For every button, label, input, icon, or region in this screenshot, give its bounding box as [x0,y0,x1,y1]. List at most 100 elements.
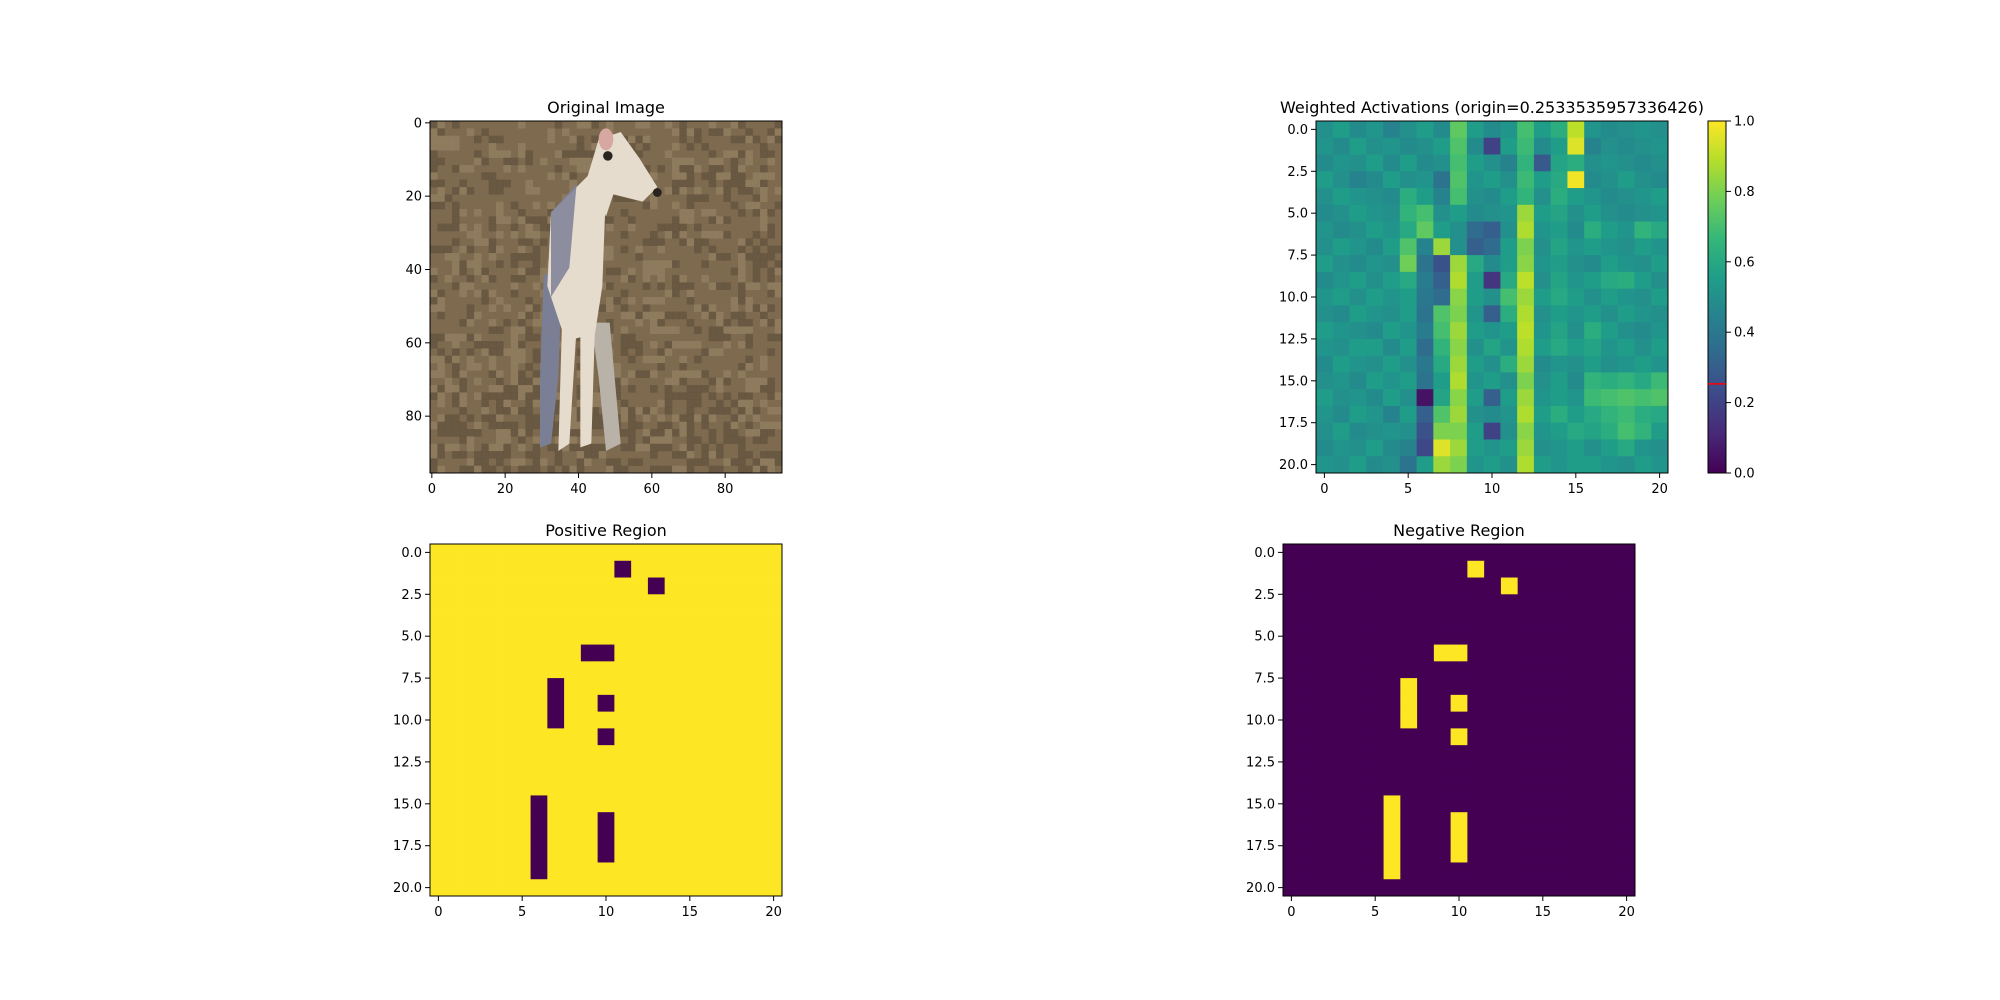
positive-region-cell [564,828,582,847]
positive-region-cell [497,879,515,897]
weighted-activations-cell [1399,305,1417,323]
negative-region-cell [1484,862,1502,880]
photo-pixel [760,311,768,320]
negative-region-cell [1333,845,1351,863]
photo-pixel [745,304,753,312]
dog-front-leg-left [558,322,577,451]
photo-pixel [628,414,636,422]
photo-pixel [488,319,497,327]
photo-pixel [745,253,753,261]
photo-pixel [635,348,643,356]
positive-region-cell [714,862,733,880]
photo-pixel [474,465,482,474]
photo-pixel [767,465,775,474]
photo-pixel [679,238,687,246]
positive-region-cell [547,845,565,863]
photo-pixel [657,363,665,371]
photo-pixel [547,172,555,180]
weighted-activations-cell [1550,137,1568,155]
photo-pixel [525,157,533,166]
photo-pixel [532,333,541,342]
weighted-activations-cell [1483,238,1501,256]
negative-region-cell [1400,728,1418,746]
weighted-activations-cell [1550,221,1568,239]
photo-pixel [591,421,599,430]
photo-pixel [708,429,717,437]
weighted-activations-cell [1550,121,1568,139]
weighted-activations-cell [1349,405,1367,424]
photo-pixel [569,421,577,430]
negative-region-cell [1400,812,1418,830]
photo-pixel [686,451,695,459]
negative-region-cell [1551,795,1569,813]
negative-region-cell [1350,745,1368,763]
weighted-activations-cell [1383,255,1401,273]
photo-pixel [496,245,504,254]
weighted-activations-cell [1500,338,1518,357]
negative-region-cell [1433,812,1452,830]
photo-pixel [518,341,526,349]
positive-region-cell [647,778,666,796]
positive-region-cell [731,845,749,863]
positive-region-cell [664,812,682,830]
negative-region-cell [1366,694,1384,713]
positive-region-cell [580,761,599,780]
positive-region-cell [530,761,548,780]
photo-pixel [635,407,643,415]
weighted-activations-cell [1450,372,1468,390]
photo-pixel [716,282,724,290]
weighted-activations-cell [1651,221,1669,239]
weighted-activations-cell [1550,405,1568,424]
positive-region-cell [714,812,733,830]
photo-pixel [562,443,570,452]
photo-pixel [518,436,526,444]
negative-region-cell [1500,611,1519,629]
positive-region-cell [681,828,699,847]
positive-region-cell [580,845,599,863]
positive-region-cell [614,795,632,813]
photo-pixel [686,194,695,202]
photo-pixel [642,135,651,144]
negative-region-cell [1567,661,1586,679]
weighted-activations-cell [1483,171,1501,189]
weighted-activations-cell [1533,338,1552,357]
photo-pixel [672,260,680,268]
photo-pixel [481,267,489,276]
positive-region-cell [497,644,515,662]
photo-pixel [760,319,768,327]
negative-region-cell [1484,644,1502,662]
photo-pixel [437,348,445,356]
negative-region-cell [1417,728,1435,746]
photo-pixel [738,238,746,246]
weighted-activations-cell [1349,389,1367,407]
positive-region-cell [597,728,615,746]
positive-region-cell [480,678,498,696]
photo-pixel [474,451,482,459]
photo-pixel [752,245,761,254]
weighted-activations-cell [1366,121,1384,139]
photo-pixel [716,216,724,224]
positive-region-cell [664,678,682,696]
photo-pixel [745,238,753,246]
weighted-activations-cell [1584,137,1602,155]
weighted-activations-cell [1416,271,1434,290]
photo-pixel [716,172,724,180]
negative-region-cell [1417,560,1435,578]
photo-pixel [664,121,673,129]
negative-region-cell [1618,745,1636,763]
photo-pixel [547,201,555,210]
photo-pixel [657,282,665,290]
weighted-activations-cell [1651,422,1669,440]
negative-region-cell [1333,560,1351,578]
weighted-activations-cell [1450,288,1468,306]
photo-pixel [701,231,709,239]
weighted-activations-cell [1466,121,1485,139]
negative-region-cell [1567,845,1586,863]
photo-pixel [466,128,475,136]
positive-region-cell [480,611,498,629]
photo-pixel [738,165,746,173]
negative-region-cell [1534,577,1552,595]
photo-pixel [466,465,475,474]
weighted-activations-cell [1416,372,1434,390]
weighted-activations-cell [1416,188,1434,206]
